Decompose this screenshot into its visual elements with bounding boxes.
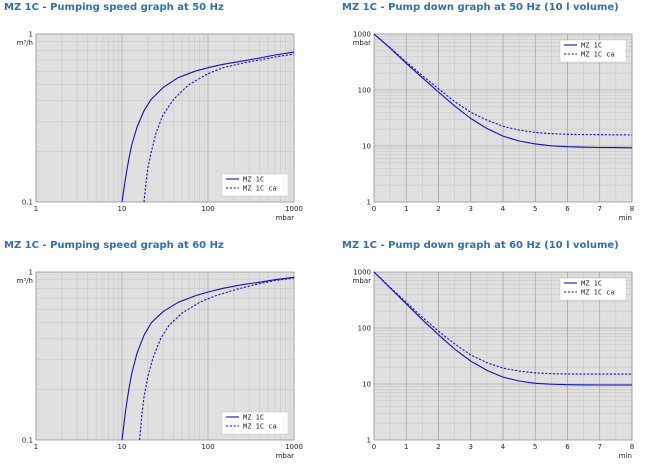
x-tick-label: 1 xyxy=(404,205,408,213)
legend-label: MZ 1C xyxy=(581,42,602,50)
y-axis-label: mbar xyxy=(353,39,372,47)
x-tick-label: 2 xyxy=(436,205,440,213)
x-tick-label: 10 xyxy=(118,443,127,451)
x-tick-label: 5 xyxy=(533,205,537,213)
x-tick-label: 4 xyxy=(501,205,506,213)
x-axis-label: min xyxy=(619,452,632,460)
x-tick-label: 1000 xyxy=(285,443,303,451)
y-tick-label: 0.1 xyxy=(22,437,33,445)
x-tick-label: 3 xyxy=(469,443,473,451)
y-tick-label: 1 xyxy=(367,199,371,207)
y-tick-label: 1 xyxy=(29,269,33,277)
x-tick-label: 0 xyxy=(372,205,376,213)
x-tick-label: 6 xyxy=(565,205,570,213)
x-axis-label: min xyxy=(619,214,632,222)
chart-title: MZ 1C - Pumping speed graph at 50 Hz xyxy=(4,2,224,13)
y-axis-label: m³/h xyxy=(17,39,33,47)
legend-label: MZ 1C ca xyxy=(581,51,615,59)
x-tick-label: 100 xyxy=(201,443,214,451)
series-line xyxy=(121,51,295,203)
chart-title: MZ 1C - Pump down graph at 50 Hz (10 l v… xyxy=(342,2,619,13)
major-grid xyxy=(35,271,295,441)
x-tick-label: 7 xyxy=(598,443,602,451)
y-tick-label: 10 xyxy=(362,143,371,151)
x-tick-label: 8 xyxy=(630,443,634,451)
x-axis-label: mbar xyxy=(276,452,295,460)
major-grid xyxy=(373,271,633,441)
series-line xyxy=(143,53,295,203)
y-tick-label: 100 xyxy=(358,87,371,95)
x-tick-label: 1 xyxy=(404,443,408,451)
x-tick-label: 2 xyxy=(436,443,440,451)
y-tick-label: 1000 xyxy=(353,269,371,277)
legend-label: MZ 1C ca xyxy=(243,185,277,193)
y-tick-label: 1 xyxy=(29,31,33,39)
x-tick-label: 3 xyxy=(469,205,473,213)
x-tick-label: 1000 xyxy=(285,205,303,213)
chart-title: MZ 1C - Pump down graph at 60 Hz (10 l v… xyxy=(342,240,619,251)
x-tick-label: 100 xyxy=(201,205,214,213)
x-tick-label: 6 xyxy=(565,443,570,451)
x-tick-label: 0 xyxy=(372,443,376,451)
series-line xyxy=(373,33,633,149)
y-tick-label: 1000 xyxy=(353,31,371,39)
chart-panel-pumpdown-60hz: MZ 1C - Pump down graph at 60 Hz (10 l v… xyxy=(342,240,662,470)
x-tick-label: 4 xyxy=(501,443,506,451)
chart-panel-speed-60hz: MZ 1C - Pumping speed graph at 60 Hz 1 10… xyxy=(4,240,324,470)
x-tick-label: 1 xyxy=(34,205,38,213)
series-line xyxy=(373,271,632,375)
major-grid xyxy=(35,33,295,203)
y-tick-label: 1 xyxy=(367,437,371,445)
series-line xyxy=(121,276,295,441)
series-line xyxy=(373,33,633,136)
y-tick-label: 0.1 xyxy=(22,199,33,207)
chart-panel-pumpdown-50hz: MZ 1C - Pump down graph at 50 Hz (10 l v… xyxy=(342,2,662,232)
y-axis-label: mbar xyxy=(353,277,372,285)
y-tick-label: 100 xyxy=(358,325,371,333)
x-axis-label: mbar xyxy=(276,214,295,222)
legend-label: MZ 1C xyxy=(243,414,264,422)
x-tick-label: 5 xyxy=(533,443,537,451)
legend-label: MZ 1C xyxy=(581,280,602,288)
legend-label: MZ 1C ca xyxy=(243,423,277,431)
y-axis-label: m³/h xyxy=(17,277,33,285)
legend-label: MZ 1C ca xyxy=(581,289,615,297)
legend-label: MZ 1C xyxy=(243,176,264,184)
chart-title: MZ 1C - Pumping speed graph at 60 Hz xyxy=(4,240,224,251)
x-tick-label: 10 xyxy=(118,205,127,213)
series-line xyxy=(139,277,295,441)
x-tick-label: 7 xyxy=(598,205,602,213)
y-tick-label: 10 xyxy=(362,381,371,389)
x-tick-label: 8 xyxy=(630,205,634,213)
chart-panel-speed-50hz: MZ 1C - Pumping speed graph at 50 Hz 1 10… xyxy=(4,2,324,232)
series-line xyxy=(373,271,632,386)
x-tick-label: 1 xyxy=(34,443,38,451)
